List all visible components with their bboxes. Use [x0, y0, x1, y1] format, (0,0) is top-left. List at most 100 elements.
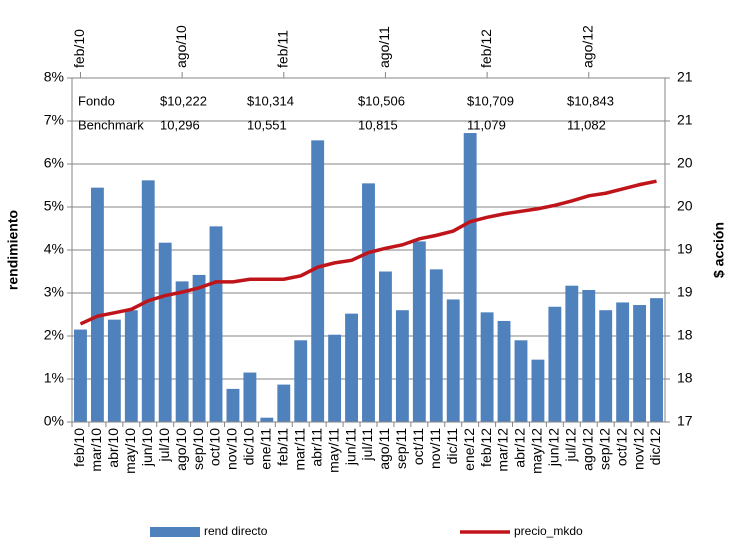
x-tick-label: jul/11	[359, 428, 375, 462]
y2-tick-label: 20	[677, 198, 693, 214]
bar	[226, 388, 240, 422]
x-tick-label: jun/10	[139, 428, 155, 467]
bar	[480, 312, 494, 422]
y-axis-title: rendimiento	[5, 210, 21, 290]
y-tick-label: 3%	[44, 284, 64, 300]
annotation-value: $10,506	[358, 93, 405, 108]
bar	[345, 313, 358, 422]
x-tick-label: oct/11	[410, 428, 426, 465]
x-tick-label: ago/10	[173, 428, 189, 471]
x-tick-label: nov/12	[630, 428, 646, 470]
y-tick-label: 0%	[44, 413, 64, 429]
top-tick-label: ago/12	[579, 25, 595, 68]
x-tick-label: sep/12	[596, 428, 612, 470]
y2-tick-label: 21	[677, 69, 693, 85]
x-tick-label: jun/11	[342, 428, 358, 466]
x-tick-label: jul/12	[563, 428, 579, 463]
bar	[548, 306, 562, 422]
annotation-value: $10,222	[160, 93, 207, 108]
x-tick-label: dic/11	[444, 428, 460, 465]
bar	[463, 133, 477, 423]
x-tick-label: may/12	[529, 428, 545, 474]
legend-label: rend directo	[204, 524, 268, 538]
y-tick-label: 2%	[44, 327, 64, 343]
x-tick-label: oct/10	[207, 428, 223, 466]
x-tick-label: jul/10	[156, 428, 172, 463]
x-tick-label: sep/11	[393, 428, 409, 469]
bar	[446, 299, 460, 422]
y2-tick-label: 21	[677, 112, 693, 128]
bar	[192, 274, 206, 422]
bar	[74, 329, 87, 422]
y-tick-label: 4%	[44, 241, 64, 257]
x-tick-label: feb/11	[274, 428, 290, 466]
legend-swatch	[150, 527, 200, 537]
bar	[429, 269, 443, 422]
bar	[395, 310, 409, 422]
y2-tick-label: 20	[677, 155, 693, 171]
bar	[158, 242, 172, 422]
bar	[650, 298, 663, 422]
x-tick-label: mar/11	[291, 428, 307, 471]
y2-axis-title: $ acción	[711, 222, 727, 278]
y2-tick-label: 19	[677, 284, 693, 300]
line	[79, 179, 657, 326]
bar	[531, 359, 545, 422]
x-tick-label: abr/11	[308, 428, 324, 467]
bar	[362, 183, 375, 422]
annotation-label: Fondo	[78, 93, 115, 108]
y2-tick-label: 17	[677, 413, 693, 429]
top-tick-label: feb/11	[274, 30, 290, 68]
annotation-label: Benchmark	[78, 117, 144, 132]
bar	[599, 310, 613, 422]
bar	[311, 140, 325, 422]
y2-tick-label: 19	[677, 241, 693, 257]
bar	[565, 285, 579, 422]
bar	[379, 271, 392, 422]
bar	[633, 305, 647, 422]
annotation-value: 10,551	[247, 117, 287, 132]
bar	[412, 241, 426, 422]
annotation-value: $10,709	[467, 93, 514, 108]
y-tick-label: 8%	[44, 69, 64, 85]
annotation-value: $10,843	[567, 93, 614, 108]
x-tick-label: sep/10	[190, 428, 206, 470]
bar	[514, 340, 528, 422]
y-tick-label: 5%	[44, 198, 64, 214]
x-tick-label: nov/11	[427, 428, 443, 469]
y2-tick-label: 18	[677, 327, 693, 343]
bar	[260, 417, 274, 422]
x-tick-label: dic/12	[647, 428, 663, 466]
x-tick-label: mar/12	[495, 428, 511, 472]
x-tick-label: oct/12	[613, 428, 629, 466]
y-tick-label: 1%	[44, 370, 64, 386]
bar	[497, 320, 511, 422]
legend-label: precio_mkdo	[514, 524, 583, 538]
annotation-value: 11,082	[567, 117, 606, 132]
x-tick-label: feb/10	[71, 428, 87, 467]
x-tick-label: abr/12	[512, 428, 528, 468]
bar	[616, 302, 630, 422]
x-tick-label: feb/12	[478, 428, 494, 467]
annotation-value: $10,314	[247, 93, 294, 108]
x-tick-label: may/11	[325, 428, 341, 473]
top-tick-label: feb/10	[71, 29, 87, 68]
annotation-value: 10,815	[358, 117, 398, 132]
bar	[209, 226, 223, 422]
annotation-value: 10,296	[160, 117, 200, 132]
annotation-value: 11,079	[467, 117, 506, 132]
top-tick-label: ago/11	[376, 26, 392, 68]
bar	[294, 340, 308, 422]
x-tick-label: dic/10	[241, 428, 257, 466]
x-tick-label: nov/10	[224, 428, 240, 470]
x-tick-label: jun/12	[546, 428, 562, 467]
bar	[175, 281, 189, 422]
x-tick-label: ene/12	[461, 428, 477, 471]
bar	[243, 372, 257, 422]
top-tick-label: ago/10	[173, 25, 189, 68]
bar	[107, 319, 121, 422]
x-tick-label: ene/11	[258, 428, 274, 470]
y2-tick-label: 18	[677, 370, 693, 386]
bar	[277, 384, 291, 422]
